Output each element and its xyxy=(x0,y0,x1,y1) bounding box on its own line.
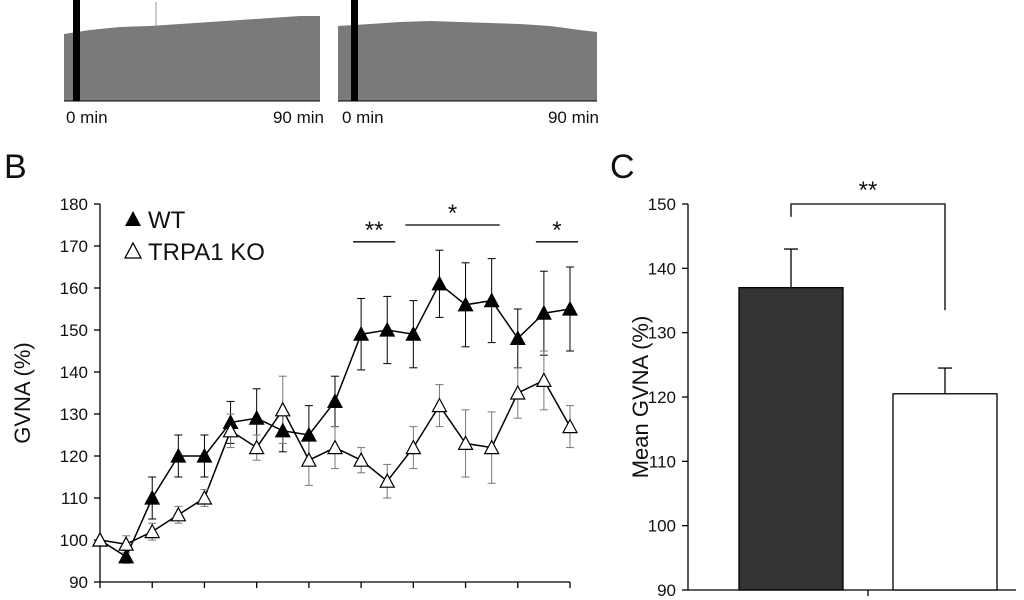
panel-b-label: B xyxy=(4,148,27,186)
y-tick-label: 110 xyxy=(649,452,676,471)
legend-ko-label: TRPA1 KO xyxy=(148,239,265,266)
trace-left-end-label: 90 min xyxy=(273,108,324,127)
trace-left-signal xyxy=(64,16,320,101)
wt-data-point xyxy=(431,275,448,291)
legend-wt-label: WT xyxy=(148,207,186,234)
wt-data-point xyxy=(509,330,526,345)
significance-label: ** xyxy=(859,177,878,204)
ko-data-point xyxy=(457,435,474,450)
wt-data-point xyxy=(457,296,474,312)
trace-right-marker xyxy=(351,0,358,101)
y-tick-label: 150 xyxy=(648,195,676,214)
ko-data-point xyxy=(353,451,370,467)
y-tick-label: 110 xyxy=(61,489,88,508)
wt-data-point xyxy=(274,422,291,438)
line-chart-x-axis xyxy=(99,581,571,588)
ko-data-point xyxy=(509,384,526,400)
y-tick-label: 120 xyxy=(648,388,676,407)
ko-data-point xyxy=(483,439,500,455)
panel-c-label: C xyxy=(610,148,635,186)
trace-right-signal xyxy=(338,21,597,101)
bar-wt xyxy=(738,286,844,591)
wt-data-point xyxy=(144,489,161,505)
ko-data-point xyxy=(222,422,239,438)
y-tick-label: 130 xyxy=(60,405,88,424)
legend-wt-marker xyxy=(125,211,141,226)
ko-data-point xyxy=(326,439,344,455)
ko-data-point xyxy=(248,439,265,455)
wt-data-point xyxy=(300,426,317,442)
bar-chart-y-axis-label: Mean GVNA (%) xyxy=(628,316,653,479)
significance-bracket xyxy=(790,203,946,311)
ko-data-point xyxy=(274,401,291,417)
line-chart-annotations: **** xyxy=(353,200,578,244)
line-chart-y-axis-label: GVNA (%) xyxy=(10,342,35,443)
ko-data-point xyxy=(379,472,396,488)
y-tick-label: 180 xyxy=(60,195,88,214)
bar-trpa1-ko xyxy=(892,393,998,591)
ko-data-point xyxy=(535,372,552,387)
line-chart-y-axis: 90 100 110 120 130 140 150 160 170 180 xyxy=(60,195,101,592)
wt-data-point xyxy=(326,393,344,408)
y-tick-label: 90 xyxy=(69,573,88,592)
trace-panel-right: 0 min 90 min xyxy=(338,0,599,127)
y-tick-label: 120 xyxy=(60,447,88,466)
y-tick-label: 170 xyxy=(60,237,88,256)
bar-chart-significance: ** xyxy=(790,177,946,311)
ko-data-point xyxy=(561,418,579,434)
y-tick-label: 140 xyxy=(60,363,88,382)
y-tick-label: 160 xyxy=(60,279,88,298)
wt-data-point xyxy=(561,300,579,316)
line-chart-series xyxy=(91,249,579,564)
wt-data-point xyxy=(353,325,370,341)
bar-chart-bars xyxy=(738,248,998,591)
ko-data-point xyxy=(431,397,448,413)
ko-data-point xyxy=(144,523,161,539)
significance-label: * xyxy=(552,217,561,244)
trace-right-end-label: 90 min xyxy=(548,108,599,127)
wt-data-point xyxy=(405,325,422,341)
wt-data-point xyxy=(170,447,187,463)
wt-data-point xyxy=(248,409,265,425)
significance-label: * xyxy=(448,200,457,227)
trace-left-marker xyxy=(73,0,80,101)
ko-data-point xyxy=(170,506,187,522)
y-tick-label: 90 xyxy=(657,581,676,600)
ko-data-point xyxy=(405,439,422,455)
bar-chart-mean-gvna: Mean GVNA (%) 90 100 110 120 130 140 150 ** xyxy=(628,177,1016,600)
significance-label: ** xyxy=(365,217,384,244)
wt-data-point xyxy=(118,548,135,564)
y-tick-label: 100 xyxy=(648,517,676,536)
wt-data-point xyxy=(483,292,500,308)
trace-left-start-label: 0 min xyxy=(66,108,108,127)
ko-data-point xyxy=(91,531,109,547)
y-tick-label: 100 xyxy=(60,531,88,550)
y-tick-label: 150 xyxy=(60,321,88,340)
wt-data-point xyxy=(196,447,213,463)
y-tick-label: 140 xyxy=(648,259,676,278)
ko-data-point xyxy=(300,451,317,467)
trace-right-start-label: 0 min xyxy=(342,108,384,127)
ko-data-point xyxy=(196,489,213,505)
line-chart-legend: WT TRPA1 KO xyxy=(123,207,265,266)
y-tick-label: 130 xyxy=(648,324,676,343)
wt-data-point xyxy=(379,321,396,337)
trace-panel-left: 0 min 90 min xyxy=(64,0,324,127)
ko-data-point xyxy=(118,535,135,551)
wt-data-point xyxy=(535,304,552,320)
line-chart-gvna: GVNA (%) 90 100 110 120 130 140 150 160 170 180 *… xyxy=(10,195,579,592)
legend-ko-marker xyxy=(123,241,143,259)
